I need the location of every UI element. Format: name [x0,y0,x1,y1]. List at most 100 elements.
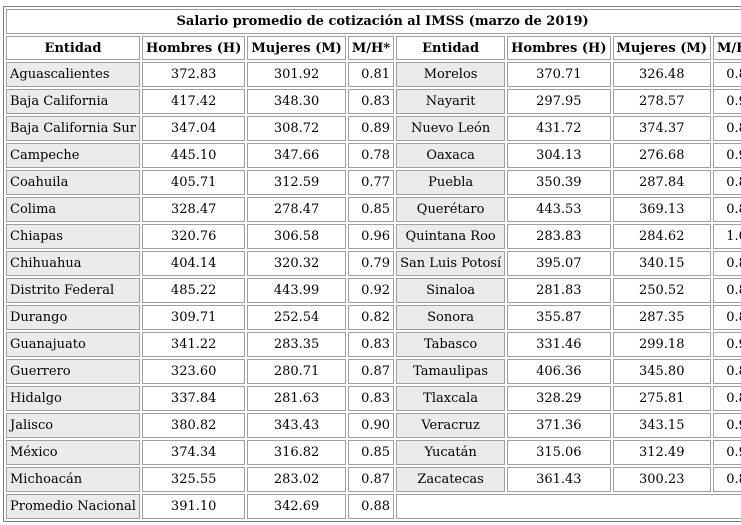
women-salary: 308.72 [247,116,346,141]
men-salary: 328.47 [142,197,246,222]
table-row: Distrito Federal 485.22 443.99 0.92 Sinaloa 2… [6,278,741,303]
state-name: Guerrero [6,359,140,384]
state-name: Tlaxcala [396,386,506,411]
state-name: Promedio Nacional [6,494,140,519]
state-name: Tabasco [396,332,506,357]
state-name: Baja California [6,89,140,114]
men-salary: 431.72 [507,116,611,141]
ratio-value: 0.90 [712,332,741,357]
table-row: Michoacán 325.55 283.02 0.87 Zacatecas 361.43… [6,467,741,492]
ratio-value: 0.85 [347,440,395,465]
ratio-value: 0.84 [712,386,741,411]
men-salary: 485.22 [142,278,246,303]
state-name: Zacatecas [396,467,506,492]
men-salary: 283.83 [507,224,611,249]
ratio-value: 0.85 [347,197,395,222]
state-name: Chiapas [6,224,140,249]
ratio-value: 0.83 [712,197,741,222]
women-salary: 301.92 [247,62,346,87]
ratio-value: 0.89 [347,116,395,141]
women-salary: 287.84 [612,170,711,195]
state-name: Tamaulipas [396,359,506,384]
men-salary: 328.29 [507,386,611,411]
ratio-value: 0.81 [712,305,741,330]
women-salary: 283.02 [247,467,346,492]
column-header-hombres-2: Hombres (H) [507,36,611,60]
men-salary: 331.46 [507,332,611,357]
women-salary: 281.63 [247,386,346,411]
table-row: Colima 328.47 278.47 0.85 Querétaro 443.53 369… [6,197,741,222]
women-salary: 374.37 [612,116,711,141]
table-row: Jalisco 380.82 343.43 0.90 Veracruz 371.36 343… [6,413,741,438]
men-salary: 281.83 [507,278,611,303]
women-salary: 320.32 [247,251,346,276]
men-salary: 355.87 [507,305,611,330]
men-salary: 445.10 [142,143,246,168]
ratio-value: 0.91 [712,143,741,168]
ratio-value: 0.78 [347,143,395,168]
ratio-value: 0.83 [347,332,395,357]
table-row: Aguascalientes 372.83 301.92 0.81 Morelos 370… [6,62,741,87]
state-name: Nayarit [396,89,506,114]
state-name: Jalisco [6,413,140,438]
state-name: Chihuahua [6,251,140,276]
women-salary: 342.69 [247,494,346,519]
ratio-value: 0.92 [712,413,741,438]
women-salary: 343.43 [247,413,346,438]
ratio-value: 0.81 [347,62,395,87]
women-salary: 275.81 [612,386,711,411]
women-salary: 369.13 [612,197,711,222]
men-salary: 405.71 [142,170,246,195]
header-row: Entidad Hombres (H) Mujeres (M) M/H* Ent… [6,36,741,60]
men-salary: 304.13 [507,143,611,168]
women-salary: 287.35 [612,305,711,330]
women-salary: 312.59 [247,170,346,195]
ratio-value: 0.83 [712,467,741,492]
column-header-ratio: M/H* [347,36,395,60]
ratio-value: 0.85 [712,359,741,384]
state-name: Sonora [396,305,506,330]
men-salary: 297.95 [507,89,611,114]
ratio-value: 1.00 [712,224,741,249]
men-salary: 391.10 [142,494,246,519]
table-row: Chiapas 320.76 306.58 0.96 Quintana Roo 283.8… [6,224,741,249]
state-name: Morelos [396,62,506,87]
state-name: Nuevo León [396,116,506,141]
state-name: Aguascalientes [6,62,140,87]
state-name: Guanajuato [6,332,140,357]
men-salary: 443.53 [507,197,611,222]
salary-table: Salario promedio de cotización al IMSS (… [3,6,741,522]
women-salary: 299.18 [612,332,711,357]
women-salary: 443.99 [247,278,346,303]
column-header-entidad: Entidad [6,36,140,60]
table-row: Hidalgo 337.84 281.63 0.83 Tlaxcala 328.29 275… [6,386,741,411]
table-row: Baja California Sur 347.04 308.72 0.89 Nuevo… [6,116,741,141]
women-salary: 276.68 [612,143,711,168]
column-header-mujeres: Mujeres (M) [247,36,346,60]
men-salary: 347.04 [142,116,246,141]
women-salary: 280.71 [247,359,346,384]
ratio-value: 0.88 [347,494,395,519]
ratio-value: 0.89 [712,278,741,303]
women-salary: 345.80 [612,359,711,384]
men-salary: 404.14 [142,251,246,276]
men-salary: 374.34 [142,440,246,465]
women-salary: 284.62 [612,224,711,249]
state-name: Sinaloa [396,278,506,303]
state-name: Colima [6,197,140,222]
women-salary: 278.57 [612,89,711,114]
women-salary: 326.48 [612,62,711,87]
ratio-value: 0.96 [347,224,395,249]
table-body: Aguascalientes 372.83 301.92 0.81 Morelos 370… [6,62,741,519]
empty-cell [396,494,741,519]
men-salary: 380.82 [142,413,246,438]
men-salary: 406.36 [507,359,611,384]
women-salary: 316.82 [247,440,346,465]
state-name: Campeche [6,143,140,168]
state-name: Michoacán [6,467,140,492]
ratio-value: 0.87 [347,467,395,492]
state-name: Yucatán [396,440,506,465]
table-title: Salario promedio de cotización al IMSS (… [6,9,741,34]
women-salary: 300.23 [612,467,711,492]
men-salary: 417.42 [142,89,246,114]
